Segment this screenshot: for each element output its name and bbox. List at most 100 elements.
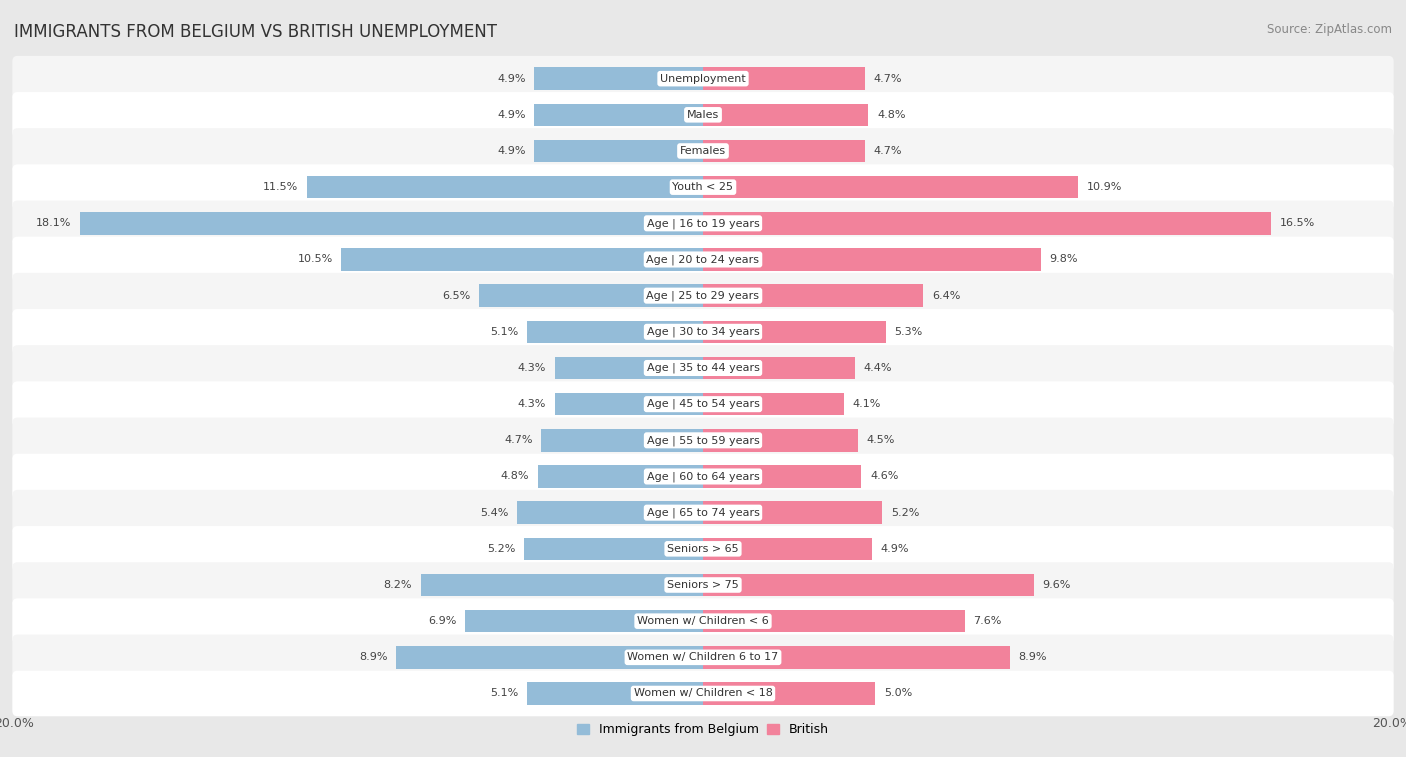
Text: Age | 30 to 34 years: Age | 30 to 34 years [647, 326, 759, 337]
Bar [534, 104, 703, 126]
Text: 4.1%: 4.1% [853, 399, 882, 409]
Bar [465, 610, 703, 632]
Text: 5.3%: 5.3% [894, 327, 922, 337]
FancyBboxPatch shape [13, 598, 1393, 644]
FancyBboxPatch shape [13, 671, 1393, 716]
Text: 4.9%: 4.9% [498, 146, 526, 156]
Text: 8.9%: 8.9% [1018, 653, 1046, 662]
Text: 4.5%: 4.5% [866, 435, 896, 445]
Text: Women w/ Children 6 to 17: Women w/ Children 6 to 17 [627, 653, 779, 662]
Bar [555, 357, 703, 379]
FancyBboxPatch shape [13, 382, 1393, 427]
FancyBboxPatch shape [13, 164, 1393, 210]
Text: Age | 45 to 54 years: Age | 45 to 54 years [647, 399, 759, 410]
Text: 5.1%: 5.1% [491, 689, 519, 699]
FancyBboxPatch shape [13, 490, 1393, 535]
Bar [342, 248, 703, 271]
Text: 9.8%: 9.8% [1049, 254, 1077, 264]
FancyBboxPatch shape [13, 453, 1393, 500]
FancyBboxPatch shape [13, 562, 1393, 608]
Text: 11.5%: 11.5% [263, 182, 298, 192]
Text: 4.7%: 4.7% [873, 73, 903, 83]
Bar [534, 67, 703, 90]
FancyBboxPatch shape [13, 634, 1393, 680]
Bar [524, 537, 703, 560]
Text: Age | 35 to 44 years: Age | 35 to 44 years [647, 363, 759, 373]
Text: 7.6%: 7.6% [973, 616, 1002, 626]
Text: 5.2%: 5.2% [891, 508, 920, 518]
FancyBboxPatch shape [13, 56, 1393, 101]
Text: 10.5%: 10.5% [298, 254, 333, 264]
Text: Seniors > 75: Seniors > 75 [666, 580, 740, 590]
FancyBboxPatch shape [13, 526, 1393, 572]
Text: Females: Females [681, 146, 725, 156]
FancyBboxPatch shape [13, 418, 1393, 463]
Bar [703, 104, 869, 126]
Text: Age | 60 to 64 years: Age | 60 to 64 years [647, 472, 759, 481]
Text: 5.2%: 5.2% [486, 544, 515, 554]
Text: 5.4%: 5.4% [479, 508, 509, 518]
Text: Age | 16 to 19 years: Age | 16 to 19 years [647, 218, 759, 229]
Bar [703, 67, 865, 90]
Text: 5.1%: 5.1% [491, 327, 519, 337]
Bar [80, 212, 703, 235]
Text: Age | 65 to 74 years: Age | 65 to 74 years [647, 507, 759, 518]
Text: 4.9%: 4.9% [498, 110, 526, 120]
Bar [703, 393, 844, 416]
FancyBboxPatch shape [13, 345, 1393, 391]
Text: 6.5%: 6.5% [443, 291, 471, 301]
Text: Seniors > 65: Seniors > 65 [668, 544, 738, 554]
Text: Source: ZipAtlas.com: Source: ZipAtlas.com [1267, 23, 1392, 36]
Legend: Immigrants from Belgium, British: Immigrants from Belgium, British [572, 718, 834, 741]
Bar [517, 501, 703, 524]
Bar [703, 537, 872, 560]
FancyBboxPatch shape [13, 201, 1393, 246]
Text: 4.7%: 4.7% [503, 435, 533, 445]
Bar [703, 140, 865, 162]
Text: 5.0%: 5.0% [884, 689, 912, 699]
Bar [537, 466, 703, 488]
Text: 6.4%: 6.4% [932, 291, 960, 301]
Bar [703, 429, 858, 451]
Bar [534, 140, 703, 162]
Text: Age | 20 to 24 years: Age | 20 to 24 years [647, 254, 759, 265]
Bar [307, 176, 703, 198]
Text: 18.1%: 18.1% [35, 218, 70, 229]
Text: 4.9%: 4.9% [498, 73, 526, 83]
Text: IMMIGRANTS FROM BELGIUM VS BRITISH UNEMPLOYMENT: IMMIGRANTS FROM BELGIUM VS BRITISH UNEMP… [14, 23, 498, 41]
Text: Youth < 25: Youth < 25 [672, 182, 734, 192]
Bar [555, 393, 703, 416]
Text: Age | 25 to 29 years: Age | 25 to 29 years [647, 291, 759, 301]
Text: 8.9%: 8.9% [360, 653, 388, 662]
Text: 16.5%: 16.5% [1279, 218, 1315, 229]
Text: 4.6%: 4.6% [870, 472, 898, 481]
Bar [703, 574, 1033, 597]
Text: 4.8%: 4.8% [501, 472, 529, 481]
FancyBboxPatch shape [13, 92, 1393, 138]
Bar [703, 248, 1040, 271]
Text: 4.4%: 4.4% [863, 363, 891, 373]
Text: Age | 55 to 59 years: Age | 55 to 59 years [647, 435, 759, 446]
FancyBboxPatch shape [13, 309, 1393, 354]
Bar [396, 646, 703, 668]
Bar [703, 357, 855, 379]
Text: 4.3%: 4.3% [517, 399, 547, 409]
Bar [703, 212, 1271, 235]
Bar [703, 610, 965, 632]
Bar [703, 646, 1010, 668]
Text: 10.9%: 10.9% [1087, 182, 1122, 192]
Bar [703, 321, 886, 343]
Text: Males: Males [688, 110, 718, 120]
Bar [703, 176, 1078, 198]
Bar [703, 285, 924, 307]
FancyBboxPatch shape [13, 237, 1393, 282]
Text: Women w/ Children < 18: Women w/ Children < 18 [634, 689, 772, 699]
Text: 4.7%: 4.7% [873, 146, 903, 156]
Bar [703, 682, 875, 705]
Text: 4.9%: 4.9% [880, 544, 908, 554]
Text: Women w/ Children < 6: Women w/ Children < 6 [637, 616, 769, 626]
Bar [420, 574, 703, 597]
Text: 8.2%: 8.2% [384, 580, 412, 590]
Text: 6.9%: 6.9% [429, 616, 457, 626]
Text: 9.6%: 9.6% [1042, 580, 1071, 590]
